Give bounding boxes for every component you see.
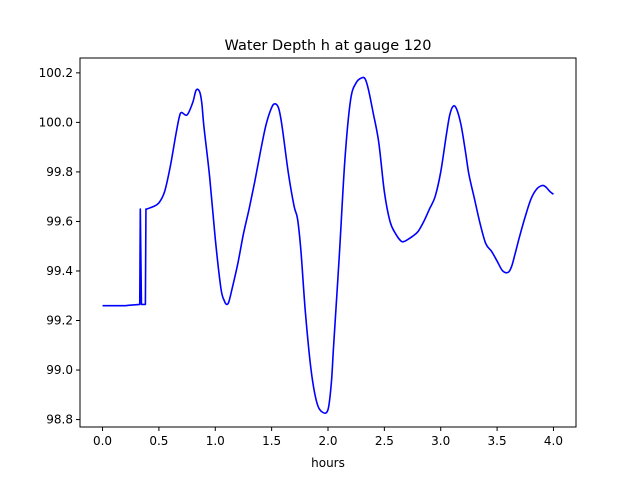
y-tick-label: 99.2 bbox=[46, 314, 73, 328]
x-tick-label: 1.0 bbox=[206, 434, 225, 448]
y-tick-label: 99.8 bbox=[46, 165, 73, 179]
y-tick-label: 99.4 bbox=[46, 264, 73, 278]
y-tick-label: 100.0 bbox=[39, 115, 73, 129]
y-axis: 98.8 99.0 99.2 99.4 99.6 99.8 100.0 100.2 bbox=[39, 66, 80, 427]
x-axis-label: hours bbox=[311, 456, 345, 470]
series-line bbox=[102, 76, 554, 415]
x-axis: 0.0 0.5 1.0 1.5 2.0 2.5 3.0 3.5 4.0 bbox=[93, 427, 563, 448]
x-tick-label: 0.5 bbox=[149, 434, 168, 448]
x-tick-label: 3.0 bbox=[431, 434, 450, 448]
x-tick-label: 4.0 bbox=[544, 434, 563, 448]
x-tick-label: 2.5 bbox=[375, 434, 394, 448]
y-tick-label: 100.2 bbox=[39, 66, 73, 80]
y-tick-label: 99.6 bbox=[46, 214, 73, 228]
x-tick-label: 0.0 bbox=[93, 434, 112, 448]
y-tick-label: 98.8 bbox=[46, 413, 73, 427]
x-tick-label: 1.5 bbox=[262, 434, 281, 448]
plot-frame bbox=[79, 57, 577, 428]
chart-title: Water Depth h at gauge 120 bbox=[225, 38, 432, 54]
x-tick-label: 2.0 bbox=[318, 434, 337, 448]
y-tick-label: 99.0 bbox=[46, 363, 73, 377]
x-tick-label: 3.5 bbox=[488, 434, 507, 448]
